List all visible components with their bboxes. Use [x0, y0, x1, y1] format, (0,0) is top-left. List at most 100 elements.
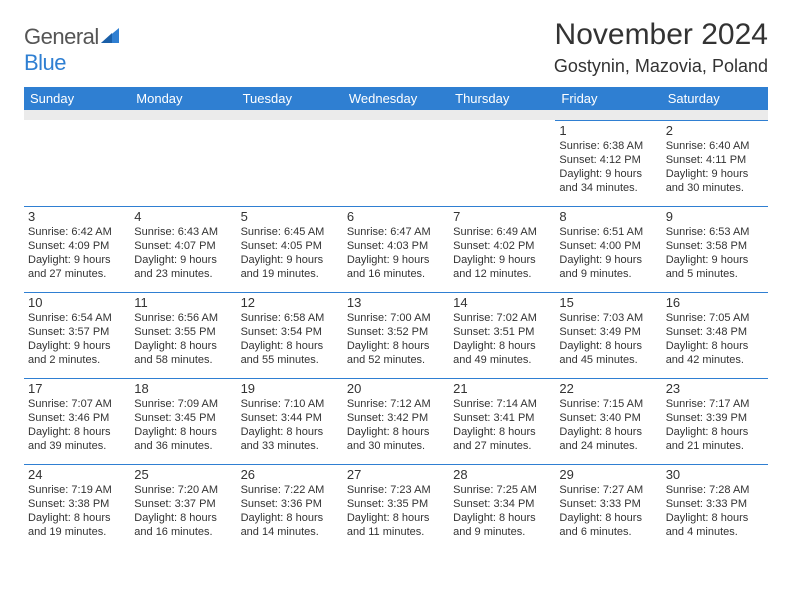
- day-info: Sunrise: 6:56 AMSunset: 3:55 PMDaylight:…: [134, 311, 232, 367]
- day-number: 27: [347, 467, 445, 482]
- day-number: 5: [241, 209, 339, 224]
- weekday-header: Friday: [555, 87, 661, 110]
- calendar-cell: 9Sunrise: 6:53 AMSunset: 3:58 PMDaylight…: [662, 206, 768, 292]
- day-number: 19: [241, 381, 339, 396]
- calendar-cell: 3Sunrise: 6:42 AMSunset: 4:09 PMDaylight…: [24, 206, 130, 292]
- day-number: 17: [28, 381, 126, 396]
- calendar-cell: 16Sunrise: 7:05 AMSunset: 3:48 PMDayligh…: [662, 292, 768, 378]
- calendar-cell: [449, 120, 555, 206]
- day-number: 13: [347, 295, 445, 310]
- day-info: Sunrise: 7:02 AMSunset: 3:51 PMDaylight:…: [453, 311, 551, 367]
- brand-text: GeneralBlue: [24, 24, 123, 76]
- calendar-cell: 27Sunrise: 7:23 AMSunset: 3:35 PMDayligh…: [343, 464, 449, 550]
- day-number: 22: [559, 381, 657, 396]
- calendar-week-row: 24Sunrise: 7:19 AMSunset: 3:38 PMDayligh…: [24, 464, 768, 550]
- title-block: November 2024 Gostynin, Mazovia, Poland: [554, 18, 768, 77]
- calendar-cell: 1Sunrise: 6:38 AMSunset: 4:12 PMDaylight…: [555, 120, 661, 206]
- calendar-cell: 20Sunrise: 7:12 AMSunset: 3:42 PMDayligh…: [343, 378, 449, 464]
- day-number: 28: [453, 467, 551, 482]
- calendar-cell: 5Sunrise: 6:45 AMSunset: 4:05 PMDaylight…: [237, 206, 343, 292]
- calendar-week-row: 10Sunrise: 6:54 AMSunset: 3:57 PMDayligh…: [24, 292, 768, 378]
- calendar-cell: 25Sunrise: 7:20 AMSunset: 3:37 PMDayligh…: [130, 464, 236, 550]
- calendar-cell: 14Sunrise: 7:02 AMSunset: 3:51 PMDayligh…: [449, 292, 555, 378]
- day-number: 7: [453, 209, 551, 224]
- day-number: 21: [453, 381, 551, 396]
- calendar-cell: [130, 120, 236, 206]
- day-number: 12: [241, 295, 339, 310]
- day-info: Sunrise: 7:25 AMSunset: 3:34 PMDaylight:…: [453, 483, 551, 539]
- day-info: Sunrise: 6:40 AMSunset: 4:11 PMDaylight:…: [666, 139, 764, 195]
- calendar-week-row: 1Sunrise: 6:38 AMSunset: 4:12 PMDaylight…: [24, 120, 768, 206]
- header-spacer-row: [24, 110, 768, 120]
- calendar-cell: 30Sunrise: 7:28 AMSunset: 3:33 PMDayligh…: [662, 464, 768, 550]
- day-info: Sunrise: 7:19 AMSunset: 3:38 PMDaylight:…: [28, 483, 126, 539]
- calendar-cell: [237, 120, 343, 206]
- page-header: GeneralBlue November 2024 Gostynin, Mazo…: [24, 18, 768, 77]
- month-title: November 2024: [554, 18, 768, 52]
- day-number: 23: [666, 381, 764, 396]
- calendar-cell: 24Sunrise: 7:19 AMSunset: 3:38 PMDayligh…: [24, 464, 130, 550]
- calendar-cell: 17Sunrise: 7:07 AMSunset: 3:46 PMDayligh…: [24, 378, 130, 464]
- day-info: Sunrise: 6:42 AMSunset: 4:09 PMDaylight:…: [28, 225, 126, 281]
- calendar-week-row: 17Sunrise: 7:07 AMSunset: 3:46 PMDayligh…: [24, 378, 768, 464]
- calendar-cell: 15Sunrise: 7:03 AMSunset: 3:49 PMDayligh…: [555, 292, 661, 378]
- calendar-cell: 7Sunrise: 6:49 AMSunset: 4:02 PMDaylight…: [449, 206, 555, 292]
- day-info: Sunrise: 7:07 AMSunset: 3:46 PMDaylight:…: [28, 397, 126, 453]
- calendar-cell: 11Sunrise: 6:56 AMSunset: 3:55 PMDayligh…: [130, 292, 236, 378]
- day-info: Sunrise: 6:45 AMSunset: 4:05 PMDaylight:…: [241, 225, 339, 281]
- day-number: 1: [559, 123, 657, 138]
- day-info: Sunrise: 7:10 AMSunset: 3:44 PMDaylight:…: [241, 397, 339, 453]
- day-number: 15: [559, 295, 657, 310]
- calendar-cell: [24, 120, 130, 206]
- calendar-cell: 6Sunrise: 6:47 AMSunset: 4:03 PMDaylight…: [343, 206, 449, 292]
- weekday-header: Thursday: [449, 87, 555, 110]
- calendar-cell: 13Sunrise: 7:00 AMSunset: 3:52 PMDayligh…: [343, 292, 449, 378]
- calendar-cell: [343, 120, 449, 206]
- day-info: Sunrise: 6:47 AMSunset: 4:03 PMDaylight:…: [347, 225, 445, 281]
- brand-word1: General: [24, 24, 99, 49]
- weekday-header: Saturday: [662, 87, 768, 110]
- calendar-cell: 12Sunrise: 6:58 AMSunset: 3:54 PMDayligh…: [237, 292, 343, 378]
- day-info: Sunrise: 7:28 AMSunset: 3:33 PMDaylight:…: [666, 483, 764, 539]
- day-number: 18: [134, 381, 232, 396]
- day-info: Sunrise: 7:12 AMSunset: 3:42 PMDaylight:…: [347, 397, 445, 453]
- day-number: 16: [666, 295, 764, 310]
- calendar-body: 1Sunrise: 6:38 AMSunset: 4:12 PMDaylight…: [24, 110, 768, 550]
- day-info: Sunrise: 7:17 AMSunset: 3:39 PMDaylight:…: [666, 397, 764, 453]
- calendar-cell: 28Sunrise: 7:25 AMSunset: 3:34 PMDayligh…: [449, 464, 555, 550]
- day-info: Sunrise: 7:00 AMSunset: 3:52 PMDaylight:…: [347, 311, 445, 367]
- day-info: Sunrise: 6:49 AMSunset: 4:02 PMDaylight:…: [453, 225, 551, 281]
- calendar-table: SundayMondayTuesdayWednesdayThursdayFrid…: [24, 87, 768, 550]
- calendar-cell: 19Sunrise: 7:10 AMSunset: 3:44 PMDayligh…: [237, 378, 343, 464]
- day-number: 8: [559, 209, 657, 224]
- day-number: 6: [347, 209, 445, 224]
- day-info: Sunrise: 7:23 AMSunset: 3:35 PMDaylight:…: [347, 483, 445, 539]
- day-number: 24: [28, 467, 126, 482]
- weekday-header: Sunday: [24, 87, 130, 110]
- day-number: 26: [241, 467, 339, 482]
- calendar-cell: 4Sunrise: 6:43 AMSunset: 4:07 PMDaylight…: [130, 206, 236, 292]
- day-info: Sunrise: 7:15 AMSunset: 3:40 PMDaylight:…: [559, 397, 657, 453]
- day-info: Sunrise: 6:58 AMSunset: 3:54 PMDaylight:…: [241, 311, 339, 367]
- calendar-cell: 18Sunrise: 7:09 AMSunset: 3:45 PMDayligh…: [130, 378, 236, 464]
- calendar-cell: 26Sunrise: 7:22 AMSunset: 3:36 PMDayligh…: [237, 464, 343, 550]
- sail-icon: [101, 24, 123, 50]
- day-info: Sunrise: 6:51 AMSunset: 4:00 PMDaylight:…: [559, 225, 657, 281]
- day-info: Sunrise: 7:05 AMSunset: 3:48 PMDaylight:…: [666, 311, 764, 367]
- day-info: Sunrise: 7:22 AMSunset: 3:36 PMDaylight:…: [241, 483, 339, 539]
- day-number: 9: [666, 209, 764, 224]
- weekday-header-row: SundayMondayTuesdayWednesdayThursdayFrid…: [24, 87, 768, 110]
- calendar-cell: 29Sunrise: 7:27 AMSunset: 3:33 PMDayligh…: [555, 464, 661, 550]
- calendar-cell: 23Sunrise: 7:17 AMSunset: 3:39 PMDayligh…: [662, 378, 768, 464]
- calendar-week-row: 3Sunrise: 6:42 AMSunset: 4:09 PMDaylight…: [24, 206, 768, 292]
- calendar-cell: 10Sunrise: 6:54 AMSunset: 3:57 PMDayligh…: [24, 292, 130, 378]
- day-info: Sunrise: 7:03 AMSunset: 3:49 PMDaylight:…: [559, 311, 657, 367]
- weekday-header: Monday: [130, 87, 236, 110]
- day-number: 25: [134, 467, 232, 482]
- calendar-cell: 21Sunrise: 7:14 AMSunset: 3:41 PMDayligh…: [449, 378, 555, 464]
- day-number: 29: [559, 467, 657, 482]
- calendar-cell: 22Sunrise: 7:15 AMSunset: 3:40 PMDayligh…: [555, 378, 661, 464]
- day-info: Sunrise: 6:43 AMSunset: 4:07 PMDaylight:…: [134, 225, 232, 281]
- day-info: Sunrise: 6:54 AMSunset: 3:57 PMDaylight:…: [28, 311, 126, 367]
- day-info: Sunrise: 7:09 AMSunset: 3:45 PMDaylight:…: [134, 397, 232, 453]
